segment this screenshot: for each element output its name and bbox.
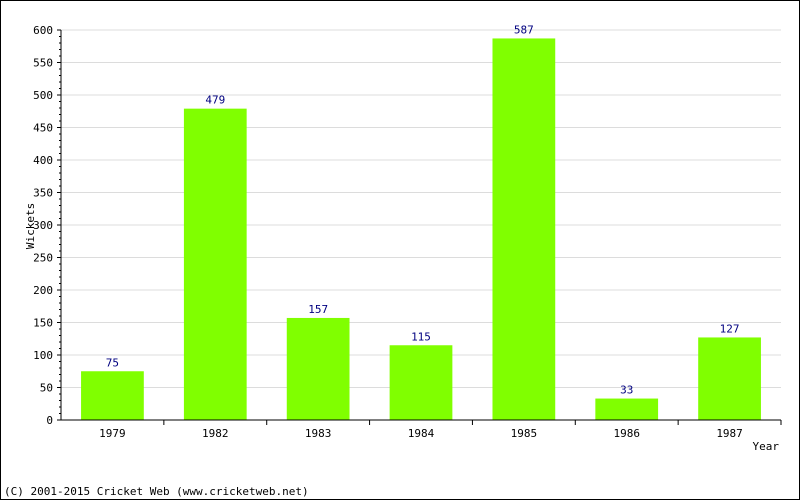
y-axis-label: Wickets <box>24 203 37 249</box>
bar <box>389 345 453 420</box>
bar <box>183 108 247 421</box>
x-tick-label: 1982 <box>202 427 229 440</box>
bar-value-label: 127 <box>720 322 740 335</box>
y-tick-label: 550 <box>33 57 53 70</box>
y-tick-label: 50 <box>40 382 53 395</box>
bar-value-label: 33 <box>620 384 633 397</box>
y-tick-label: 150 <box>33 317 53 330</box>
x-tick-label: 1984 <box>408 427 435 440</box>
value-labels: 75 479 157 115 587 33 127 <box>106 23 740 396</box>
y-tick-label: 350 <box>33 187 53 200</box>
bar-value-label: 479 <box>205 94 225 107</box>
gridlines <box>61 29 781 388</box>
y-tick-labels: 0 50 100 150 200 250 300 350 400 450 500 550 600 <box>33 24 53 427</box>
bar-value-label: 157 <box>308 303 328 316</box>
y-tick-label: 600 <box>33 24 53 37</box>
bar <box>698 337 761 420</box>
bar <box>595 398 659 420</box>
y-tick-label: 400 <box>33 154 53 167</box>
bar <box>286 317 350 420</box>
y-tick-label: 250 <box>33 252 53 265</box>
x-tick-label: 1987 <box>716 427 743 440</box>
y-tick-label: 450 <box>33 122 53 135</box>
bar <box>492 38 556 420</box>
bar-value-label: 75 <box>106 356 119 369</box>
y-tick-label: 100 <box>33 349 53 362</box>
copyright-footer: (C) 2001-2015 Cricket Web (www.cricketwe… <box>4 485 309 498</box>
y-tick-label: 300 <box>33 219 53 232</box>
axes <box>57 29 782 425</box>
x-tick-label: 1985 <box>511 427 538 440</box>
y-tick-label: 200 <box>33 284 53 297</box>
bar-value-label: 587 <box>514 23 534 36</box>
y-tick-label: 0 <box>46 414 53 427</box>
x-tick-label: 1979 <box>99 427 126 440</box>
x-axis-label: Year <box>753 440 780 453</box>
bars <box>81 38 761 421</box>
y-tick-label: 500 <box>33 89 53 102</box>
x-tick-labels: 1979 1982 1983 1984 1985 1986 1987 <box>99 427 743 440</box>
bar-value-label: 115 <box>411 330 431 343</box>
x-tick-label: 1983 <box>305 427 332 440</box>
bar <box>81 371 144 420</box>
x-tick-label: 1986 <box>613 427 640 440</box>
